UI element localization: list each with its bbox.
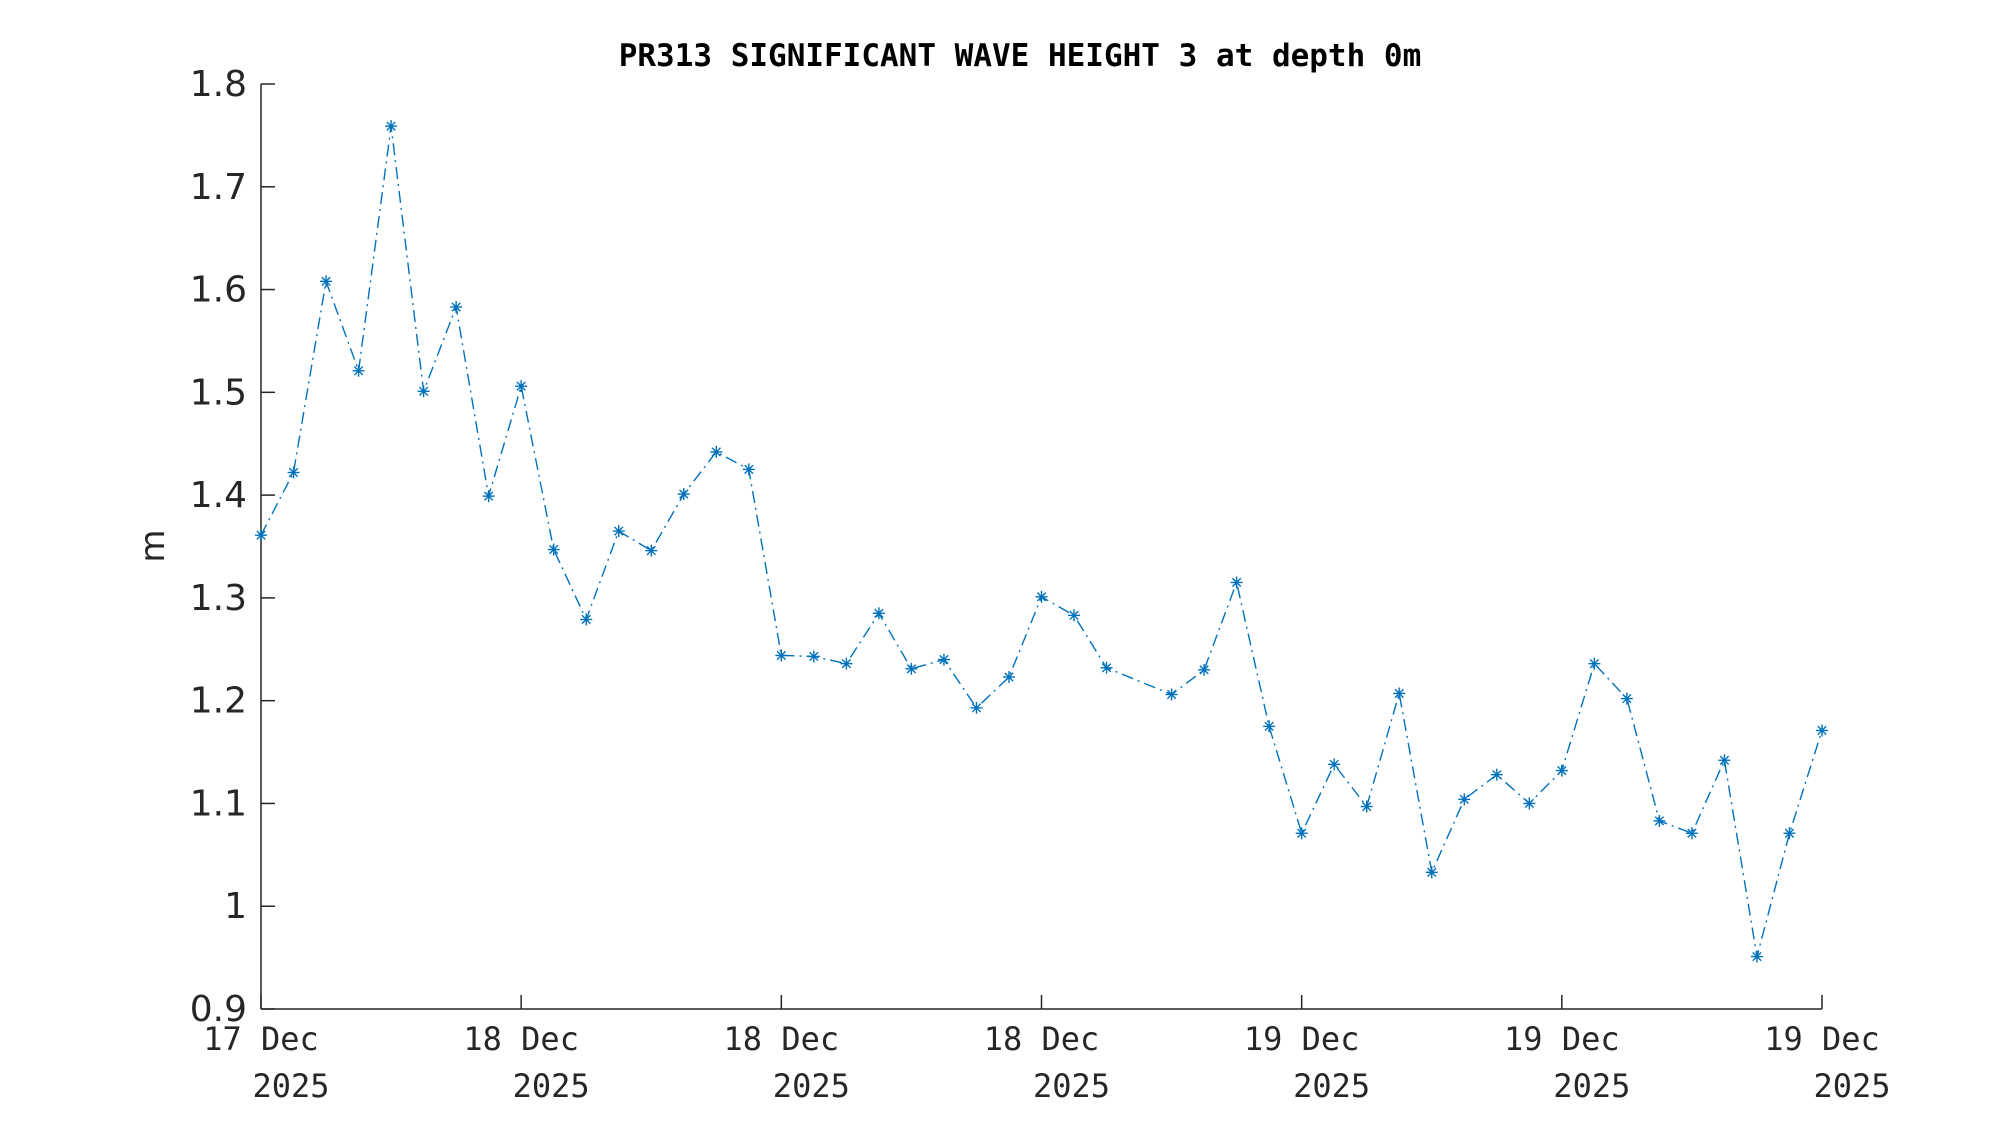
data-point <box>905 662 918 675</box>
data-point <box>385 120 398 133</box>
data-point <box>970 701 983 714</box>
x-tick-label-year: 2025 <box>1033 1067 1110 1105</box>
data-point <box>807 650 820 663</box>
y-tick-label: 1.5 <box>190 372 247 413</box>
data-point <box>352 364 365 377</box>
y-tick-label: 1.7 <box>190 167 247 208</box>
data-point <box>1490 768 1503 781</box>
data-point <box>1328 758 1341 771</box>
data-point <box>1783 827 1796 840</box>
data-point <box>1718 754 1731 767</box>
data-point <box>677 488 690 501</box>
data-point <box>1685 827 1698 840</box>
data-point <box>287 466 300 479</box>
x-tick-label-year: 2025 <box>252 1067 329 1105</box>
data-point <box>872 607 885 620</box>
data-point <box>1816 724 1828 737</box>
data-point <box>742 463 755 476</box>
y-axis-label: m <box>133 529 173 562</box>
y-tick-label: 1.3 <box>190 578 247 619</box>
data-point <box>1198 663 1211 676</box>
data-point <box>937 653 950 666</box>
data-point <box>1653 814 1666 827</box>
data-point <box>1263 720 1276 733</box>
y-tick-label: 1.4 <box>190 475 247 516</box>
data-point <box>515 380 528 393</box>
data-point <box>547 543 560 556</box>
x-tick-label-year: 2025 <box>1813 1067 1890 1105</box>
data-point <box>580 613 593 626</box>
data-point <box>1230 576 1243 589</box>
data-point <box>1458 793 1471 806</box>
x-tick-label-year: 2025 <box>513 1067 590 1105</box>
x-tick-label-date: 19 Dec <box>1504 1020 1620 1058</box>
axes <box>260 84 1822 1010</box>
data-point <box>840 657 853 670</box>
data-point <box>710 445 723 458</box>
x-tick-label-date: 19 Dec <box>1244 1020 1360 1058</box>
data-point <box>417 385 430 398</box>
y-tick-label: 1 <box>224 886 247 927</box>
data-point <box>1360 800 1373 813</box>
data-point <box>1620 692 1633 705</box>
data-point <box>1523 797 1536 810</box>
x-tick-label-date: 17 Dec <box>203 1020 319 1058</box>
data-point <box>450 301 463 314</box>
y-tick-label: 0.9 <box>190 989 247 1030</box>
data-point <box>1035 590 1048 603</box>
data-point <box>255 529 267 542</box>
data-point <box>320 275 333 288</box>
plot-area <box>255 120 1828 963</box>
x-tick-label-date: 18 Dec <box>463 1020 579 1058</box>
x-tick-label-date: 18 Dec <box>984 1020 1100 1058</box>
data-point <box>612 525 625 538</box>
data-point <box>1100 661 1113 674</box>
y-tick-label: 1.6 <box>190 270 247 311</box>
data-point <box>482 490 495 503</box>
data-point <box>1750 950 1763 963</box>
x-tick-label-date: 19 Dec <box>1764 1020 1880 1058</box>
chart-title: PR313 SIGNIFICANT WAVE HEIGHT 3 at depth… <box>619 38 1422 74</box>
x-tick-label-year: 2025 <box>773 1067 850 1105</box>
y-tick-label: 1.1 <box>190 783 247 824</box>
data-point <box>1295 827 1308 840</box>
y-tick-label: 1.2 <box>190 681 247 722</box>
x-tick-label-date: 18 Dec <box>724 1020 840 1058</box>
data-point <box>645 544 658 557</box>
data-point <box>1588 657 1601 670</box>
data-point <box>1165 688 1178 701</box>
data-point <box>1393 687 1406 700</box>
data-point <box>1068 609 1081 622</box>
y-ticks: 0.9 1 1.1 1.2 1.3 1.4 1.5 1.6 1.7 1.8 <box>190 64 275 1030</box>
series-line <box>260 126 1823 957</box>
data-point <box>1002 671 1015 684</box>
x-tick-label-year: 2025 <box>1293 1067 1370 1105</box>
data-point <box>1425 866 1438 879</box>
x-ticks: 17 Dec 2025 18 Dec 2025 18 Dec 2025 18 Dec 2025… <box>203 995 1891 1105</box>
x-tick-label-year: 2025 <box>1553 1067 1630 1105</box>
data-point <box>775 649 788 662</box>
y-tick-label: 1.8 <box>190 64 247 105</box>
data-point <box>1555 764 1568 777</box>
